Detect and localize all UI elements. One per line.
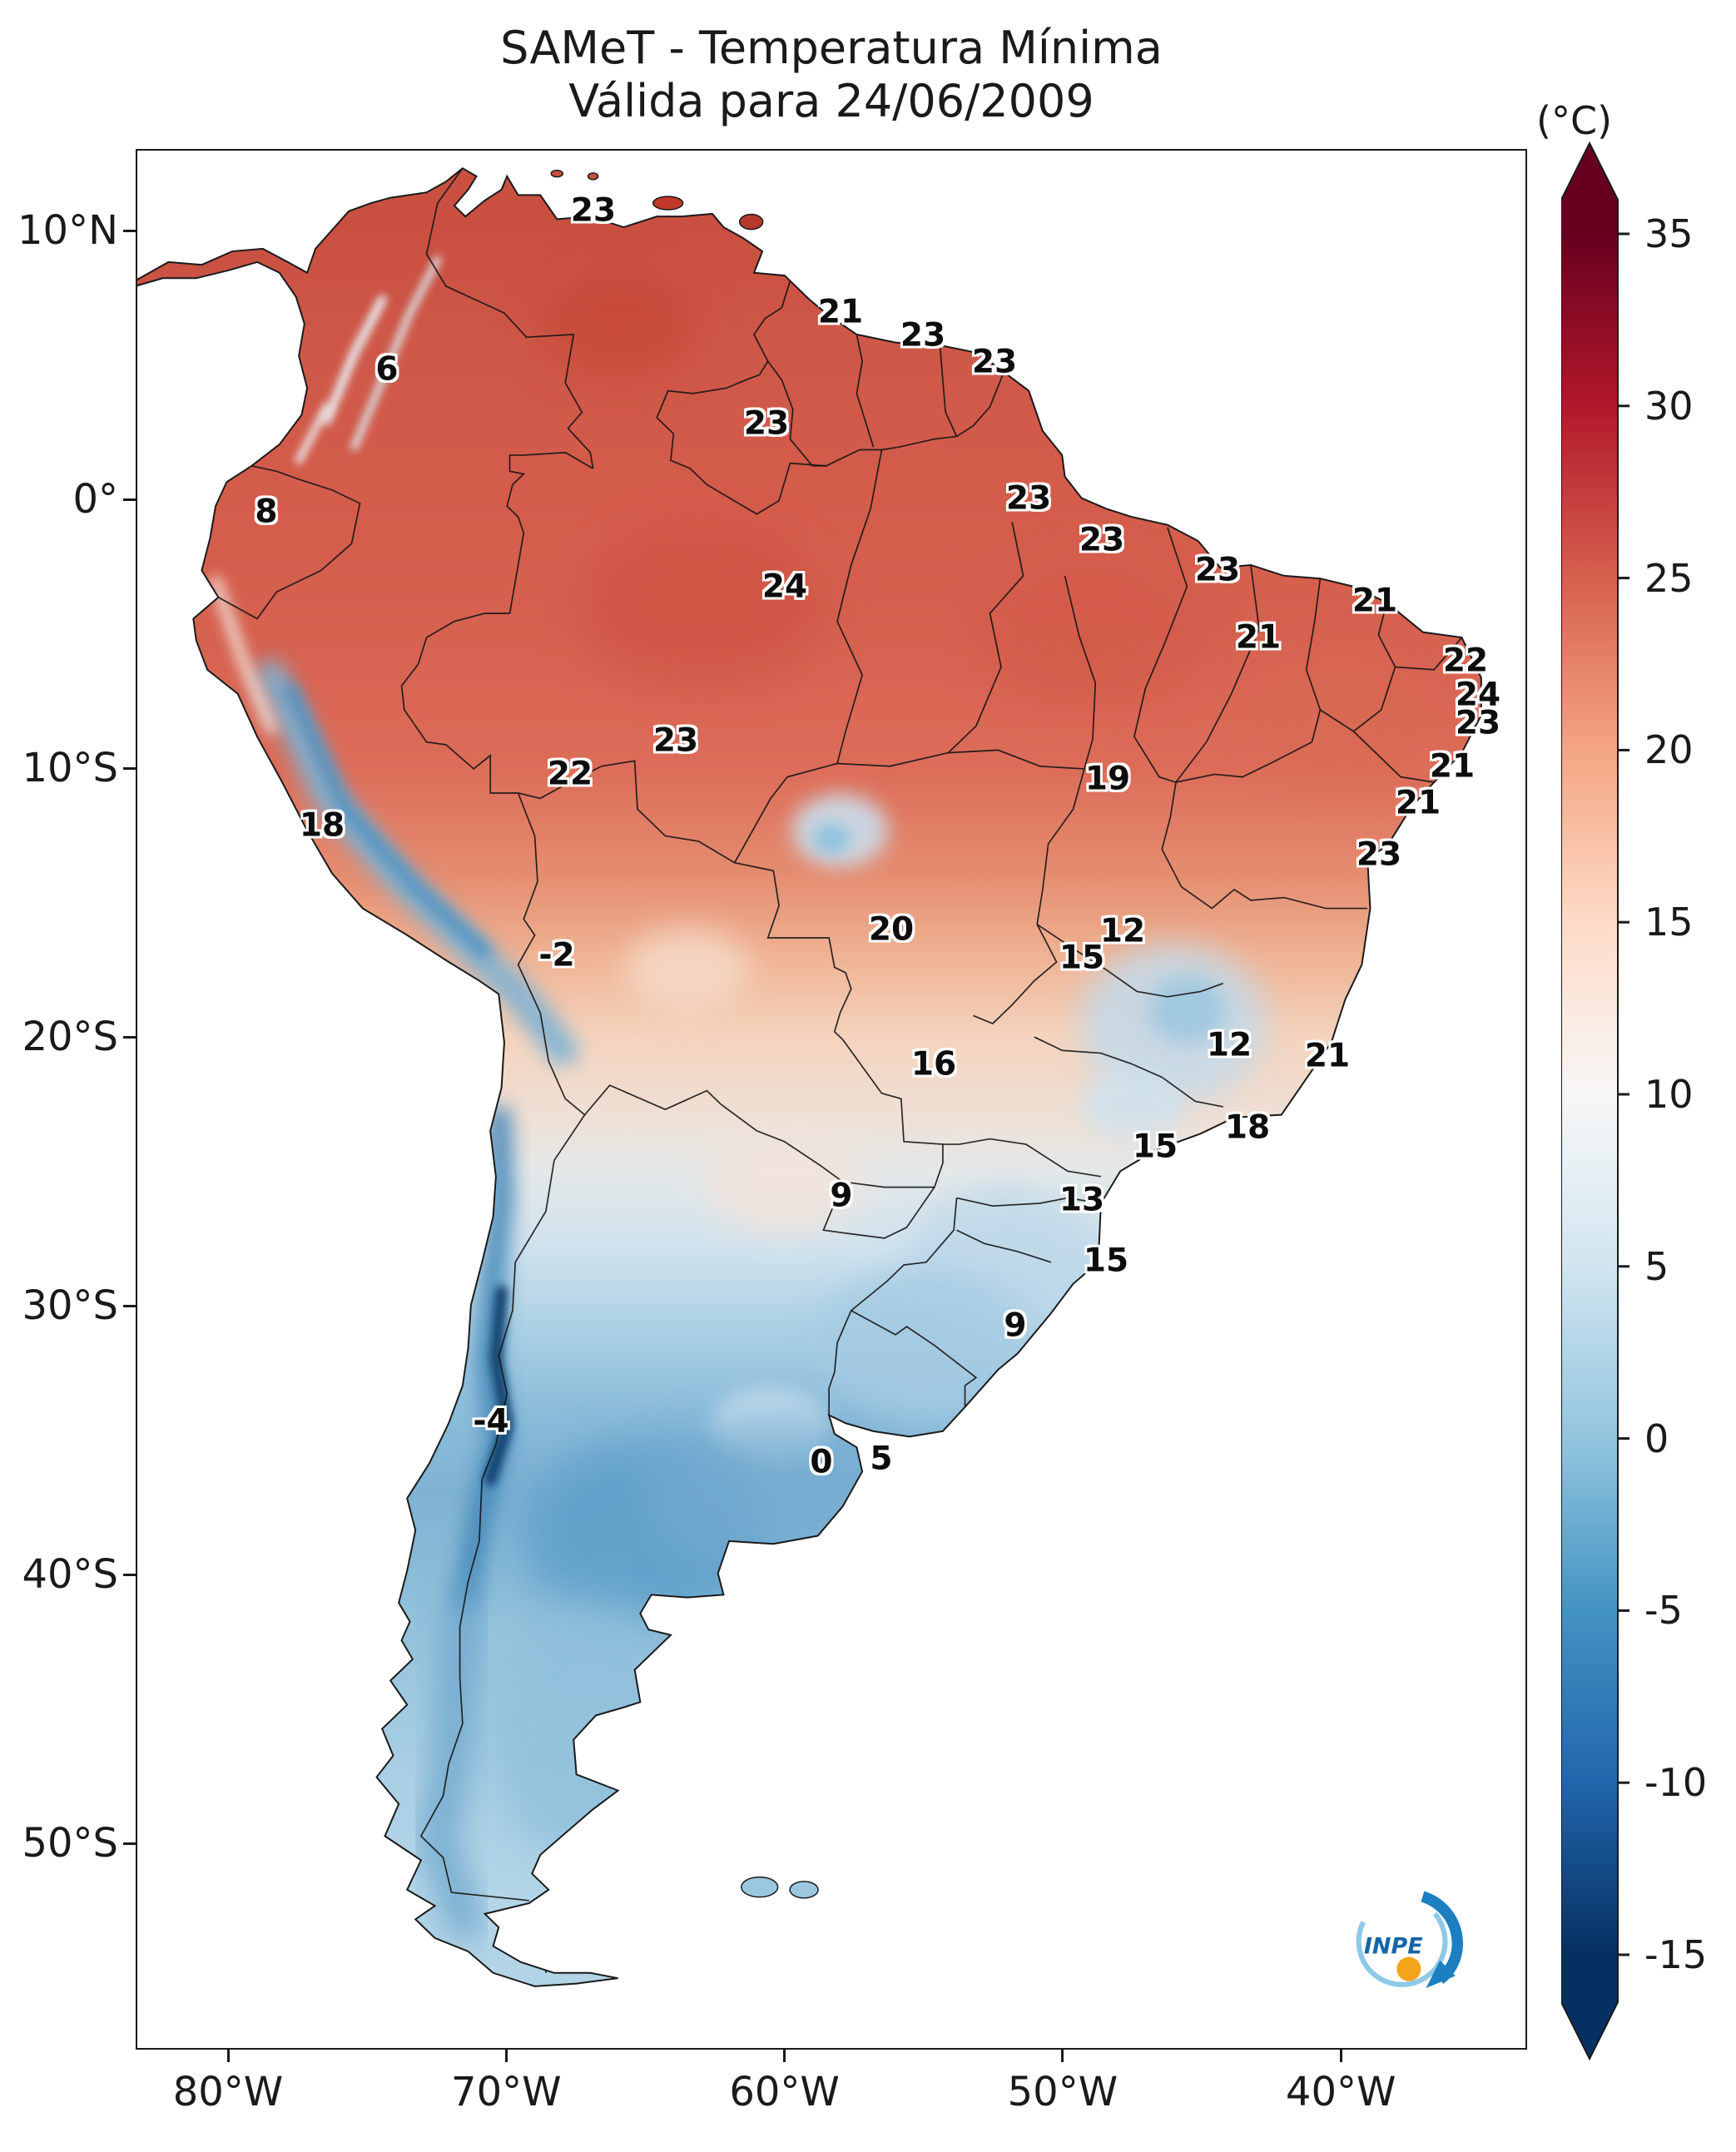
colorbar-tick-label: 30 [1644, 383, 1694, 429]
y-axis-tick-label: 30°S [22, 1282, 118, 1329]
inpe-logo-text: INPE [1364, 1933, 1423, 1959]
colorbar-tick-label: 25 [1644, 555, 1694, 601]
y-axis-tick-mark [123, 229, 136, 232]
y-axis-tick-label: 50°S [22, 1820, 118, 1867]
colorbar-tick-label: 35 [1644, 211, 1694, 256]
y-axis-tick-mark [123, 1304, 136, 1307]
colorbar-tick-label: 20 [1644, 727, 1694, 773]
inpe-logo-arrowhead-icon [1426, 1960, 1456, 1988]
y-axis-tick-label: 20°S [22, 1014, 118, 1060]
colorbar-bar [1560, 141, 1619, 2061]
x-axis-tick-label: 50°W [1007, 2069, 1118, 2115]
colorbar-tick-label: 0 [1644, 1416, 1669, 1461]
y-axis-tick-mark [123, 1035, 136, 1039]
x-axis-tick-mark [226, 2050, 230, 2062]
colorbar-tick-label: -10 [1644, 1760, 1708, 1806]
x-axis-tick-label: 60°W [729, 2069, 840, 2115]
y-axis-tick-mark [123, 1842, 136, 1845]
title-line-2: Válida para 24/06/2009 [568, 75, 1094, 127]
title-line-1: SAMeT - Temperatura Mínima [500, 22, 1163, 74]
x-axis-tick-label: 40°W [1285, 2069, 1396, 2115]
map-plot-area [136, 149, 1527, 2050]
x-axis-tick-mark [1339, 2050, 1342, 2062]
colorbar-tick-label: -5 [1644, 1588, 1683, 1634]
x-axis-tick-mark [783, 2050, 786, 2062]
y-axis-tick-mark [123, 1573, 136, 1576]
x-axis-tick-label: 80°W [172, 2069, 284, 2115]
x-axis-tick-label: 70°W [451, 2069, 562, 2115]
colorbar-tick-label: 10 [1644, 1072, 1694, 1117]
colorbar-tick-label: 15 [1644, 900, 1694, 945]
y-axis-tick-mark [123, 498, 136, 501]
inpe-logo: INPE [1356, 1891, 1463, 1988]
colorbar: 35 30 25 20 15 10 5 0 -5 -10 -15 [1560, 141, 1736, 2080]
colorbar-unit-label: (°C) [1536, 98, 1613, 143]
y-axis-tick-label: 0° [72, 476, 118, 523]
south-america-temperature-map [137, 166, 1482, 1987]
figure-title: SAMeT - Temperatura Mínima Válida para 2… [136, 22, 1527, 128]
y-axis-tick-label: 40°S [22, 1551, 118, 1598]
y-axis-tick-label: 10°S [22, 745, 118, 791]
colorbar-tick-label: 5 [1644, 1243, 1669, 1289]
colorbar-tick-label: -15 [1644, 1932, 1708, 1977]
inpe-logo-orange-dot-icon [1396, 1956, 1421, 1981]
y-axis-tick-label: 10°N [17, 207, 118, 254]
x-axis-tick-mark [1061, 2050, 1064, 2062]
y-axis-tick-mark [123, 766, 136, 770]
colorbar-gradient [1560, 141, 1629, 2061]
x-axis-tick-mark [504, 2050, 508, 2062]
